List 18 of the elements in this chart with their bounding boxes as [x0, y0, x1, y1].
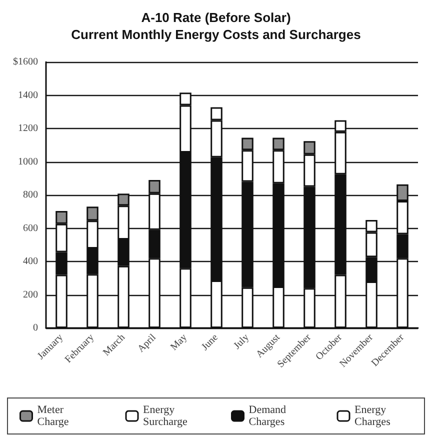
y-tick-label: 600	[23, 222, 38, 234]
y-tick-label: $1600	[13, 56, 38, 68]
chart-title: A-10 Rate (Before Solar)	[141, 10, 291, 25]
x-tick-label: May	[168, 332, 190, 353]
chart-subtitle: Current Monthly Energy Costs and Surcharges	[71, 27, 361, 42]
y-tick-label: 200	[23, 289, 38, 300]
y-tick-label: 1200	[18, 123, 38, 134]
y-tick-label: 1400	[18, 90, 38, 101]
legend-label: Energy Charges	[354, 404, 390, 428]
x-tick-label: July	[232, 332, 252, 352]
y-tick-label: 800	[23, 190, 38, 200]
y-tick-label: 400	[23, 256, 38, 267]
y-tick-label: 0	[33, 322, 38, 334]
legend-label: Demand Charges	[248, 404, 289, 428]
x-tick-label: June	[200, 332, 221, 353]
legend-label: Energy Surcharge	[143, 404, 188, 428]
legend-label: Meter Charge	[37, 404, 69, 428]
y-tick-label: 1000	[18, 156, 38, 168]
